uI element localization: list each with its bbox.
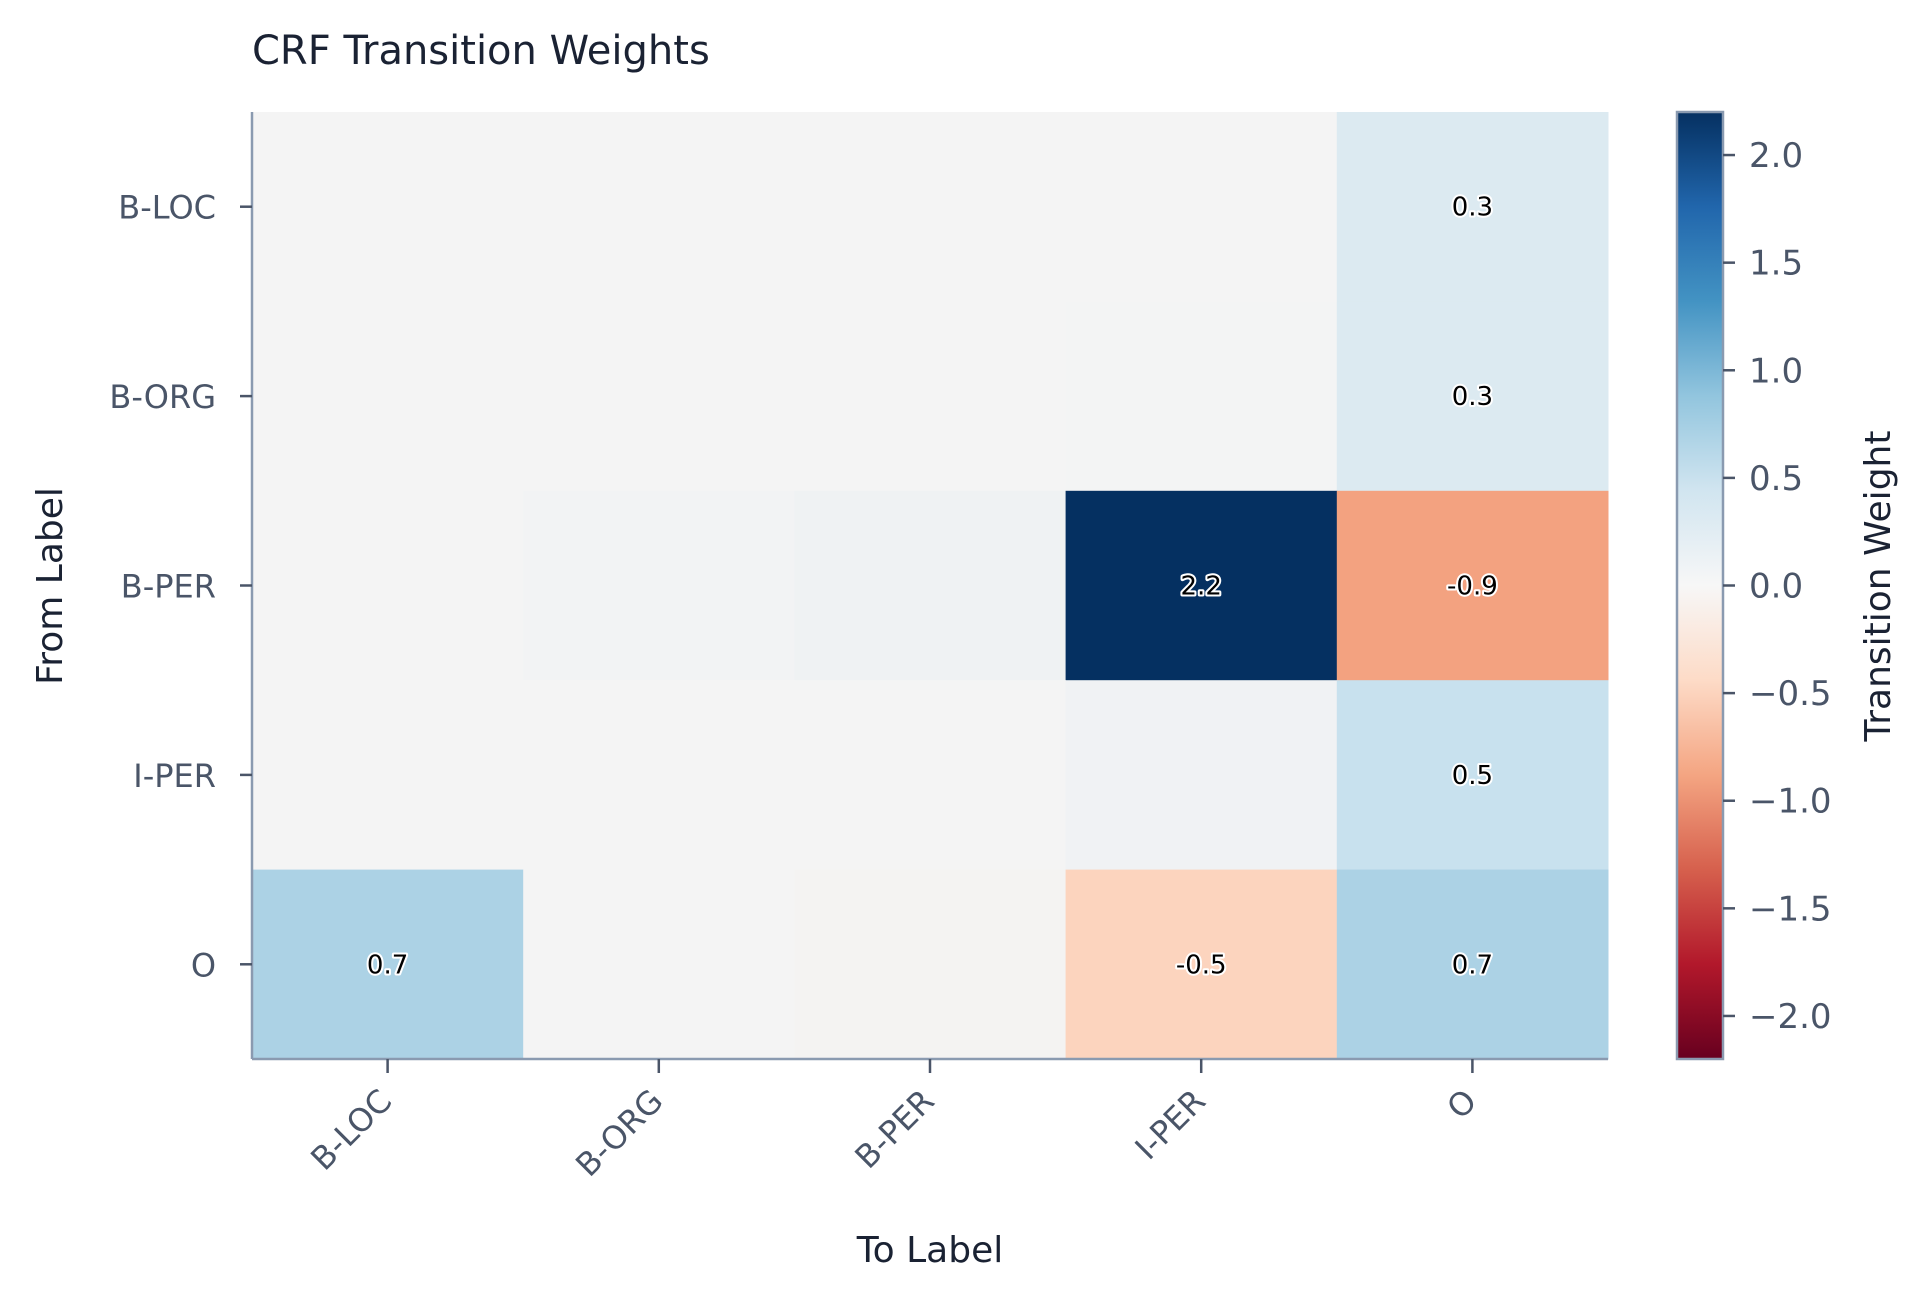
y-axis-title: From Label <box>30 487 71 685</box>
heatmap-cell <box>794 112 1067 302</box>
colorbar-tick-label: 0.5 <box>1749 459 1803 499</box>
colorbar-tick-label: −1.5 <box>1749 889 1832 929</box>
cell-value-label: 0.3 <box>1452 382 1493 412</box>
heatmap-cell <box>252 112 524 302</box>
heatmap-cell <box>1336 112 1609 302</box>
heatmap-cell <box>523 112 795 302</box>
x-tick-label: O <box>1439 1082 1484 1127</box>
cell-value-label: 0.5 <box>1452 761 1493 791</box>
colorbar: 2.0 1.5 1.0 0.5 0.0 −0.5 −1.0 −1.5 −2.0 Transiti… <box>1675 110 1899 1061</box>
cell-value-label: 0.7 <box>367 950 408 980</box>
heatmap-cell <box>252 301 524 492</box>
colorbar-tick-label: 1.0 <box>1749 351 1803 391</box>
cell-value-label: 0.3 <box>1452 193 1493 223</box>
colorbar-ticks: 2.0 1.5 1.0 0.5 0.0 −0.5 −1.0 −1.5 −2.0 <box>1723 136 1832 1037</box>
y-tick-label: B-PER <box>121 568 216 606</box>
heatmap-cell <box>252 680 524 871</box>
colorbar-tick-label: 1.5 <box>1749 244 1803 284</box>
heatmap-cell <box>1336 680 1609 871</box>
heatmap-cell <box>794 680 1067 871</box>
heatmap-cell <box>252 490 524 681</box>
colorbar-gradient <box>1675 110 1725 1061</box>
x-tick-label: B-PER <box>847 1082 941 1176</box>
y-tick-label: B-ORG <box>109 378 216 416</box>
cell-value-label: -0.9 <box>1447 572 1498 602</box>
heatmap-cell <box>1336 869 1609 1060</box>
cell-value-label: 2.2 <box>1181 572 1222 602</box>
colorbar-tick-label: −1.0 <box>1749 782 1832 822</box>
heatmap-cell <box>794 301 1067 492</box>
heatmap-cell <box>523 869 795 1060</box>
cell-value-label: 0.7 <box>1452 950 1493 980</box>
colorbar-tick-label: 2.0 <box>1749 136 1803 176</box>
y-tick-label: I-PER <box>133 757 216 795</box>
x-tick-label: I-PER <box>1127 1082 1212 1167</box>
heatmap-cell <box>523 680 795 871</box>
colorbar-tick-label: −0.5 <box>1749 674 1832 714</box>
y-tick-label: O <box>191 946 216 984</box>
heatmap-cell <box>1336 301 1609 492</box>
heatmap-cell <box>1065 112 1338 302</box>
cell-value-label: -0.5 <box>1176 950 1227 980</box>
y-tick-label: B-LOC <box>118 189 216 227</box>
colorbar-tick-label: 0.0 <box>1749 567 1803 607</box>
x-axis-title: To Label <box>856 1230 1003 1271</box>
heatmap-annotations: 0.3 0.3 2.2 -0.9 0.5 0.7 -0.5 0.7 <box>365 191 1500 983</box>
heatmap-cell <box>1065 680 1338 871</box>
heatmap-cells <box>252 112 1609 1060</box>
heatmap-cell <box>1065 869 1338 1060</box>
colorbar-title: Transition Weight <box>1858 431 1899 743</box>
heatmap-cell <box>523 490 795 681</box>
heatmap-cell <box>1065 301 1338 492</box>
y-axis-ticks: B-LOC B-ORG B-PER I-PER O <box>109 189 252 984</box>
heatmap-cell <box>523 301 795 492</box>
chart-title: CRF Transition Weights <box>252 28 710 74</box>
x-tick-label: B-ORG <box>568 1082 670 1184</box>
heatmap-cell <box>794 869 1067 1060</box>
heatmap-cell <box>1336 490 1609 681</box>
x-tick-label: B-LOC <box>303 1082 399 1178</box>
heatmap-cell <box>794 490 1067 681</box>
heatmap-cell <box>252 869 524 1060</box>
x-axis-ticks: B-LOC B-ORG B-PER I-PER O <box>303 1059 1484 1184</box>
colorbar-tick-label: −2.0 <box>1749 997 1832 1037</box>
heatmap-cell <box>1065 490 1338 681</box>
